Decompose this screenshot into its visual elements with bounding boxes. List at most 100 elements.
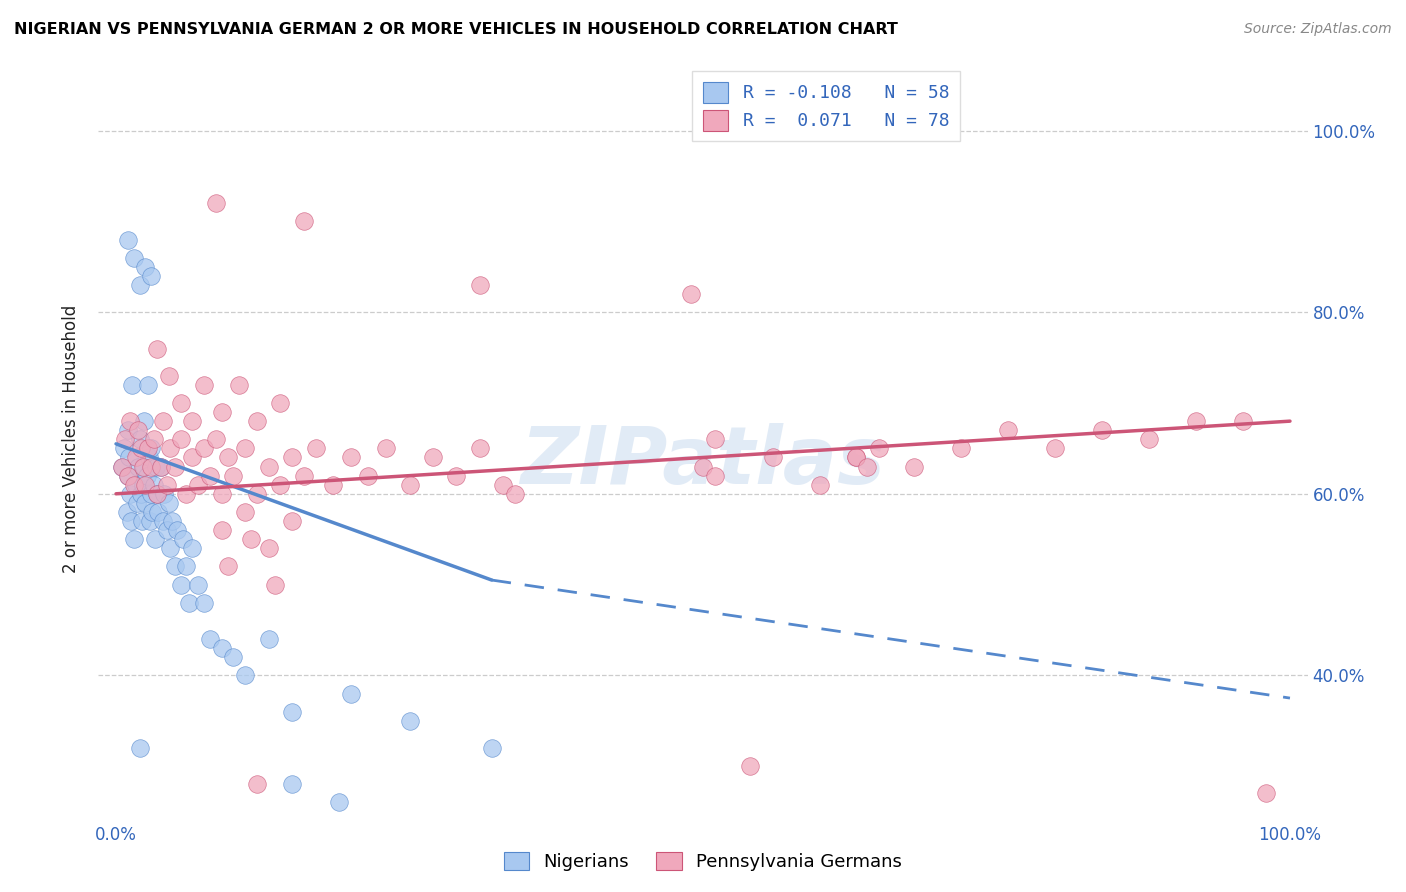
Point <box>117 468 139 483</box>
Point <box>129 442 152 456</box>
Point <box>1043 442 1066 456</box>
Point <box>159 541 181 556</box>
Point <box>257 632 280 646</box>
Point <box>149 459 172 474</box>
Point <box>129 487 152 501</box>
Point <box>1232 414 1254 428</box>
Point <box>181 541 204 556</box>
Point <box>139 514 162 528</box>
Point <box>340 450 363 465</box>
Point <box>134 414 156 428</box>
Point <box>481 741 503 756</box>
Point <box>141 459 163 474</box>
Point <box>122 532 145 546</box>
Point <box>1137 432 1160 446</box>
Legend: R = -0.108   N = 58, R =  0.071   N = 78: R = -0.108 N = 58, R = 0.071 N = 78 <box>692 70 960 142</box>
Point <box>169 432 191 446</box>
Point <box>155 523 177 537</box>
Point <box>145 459 167 474</box>
Point <box>136 377 159 392</box>
Point <box>703 432 725 446</box>
Point <box>211 523 233 537</box>
Point <box>681 287 703 301</box>
Point <box>845 450 868 465</box>
Point <box>125 477 148 491</box>
Point <box>127 459 149 474</box>
Point <box>172 532 194 546</box>
Point <box>903 459 925 474</box>
Point <box>198 468 221 483</box>
Point <box>163 559 186 574</box>
Point <box>134 496 156 510</box>
Point <box>269 477 291 491</box>
Point <box>228 377 250 392</box>
Point <box>153 487 176 501</box>
Point <box>131 514 153 528</box>
Point <box>233 505 256 519</box>
Point <box>112 442 135 456</box>
Point <box>375 442 398 456</box>
Point <box>125 450 148 465</box>
Point <box>176 487 198 501</box>
Point <box>122 251 145 265</box>
Point <box>127 496 149 510</box>
Point <box>128 432 150 446</box>
Point <box>292 468 315 483</box>
Point <box>246 777 269 791</box>
Point <box>204 432 226 446</box>
Point <box>155 477 177 491</box>
Point <box>997 423 1019 437</box>
Point <box>398 714 420 728</box>
Point <box>193 596 215 610</box>
Legend: Nigerians, Pennsylvania Germans: Nigerians, Pennsylvania Germans <box>496 845 910 879</box>
Point <box>120 487 142 501</box>
Point <box>187 577 209 591</box>
Point <box>1185 414 1208 428</box>
Point <box>121 377 143 392</box>
Point <box>269 396 291 410</box>
Point <box>808 477 831 491</box>
Point <box>281 705 304 719</box>
Point <box>146 487 169 501</box>
Point <box>263 577 285 591</box>
Y-axis label: 2 or more Vehicles in Household: 2 or more Vehicles in Household <box>62 305 80 574</box>
Text: ZIPatlas: ZIPatlas <box>520 423 886 501</box>
Point <box>141 487 163 501</box>
Point <box>193 442 215 456</box>
Point <box>217 559 239 574</box>
Point <box>136 442 159 456</box>
Point <box>120 514 142 528</box>
Point <box>211 641 233 656</box>
Point <box>181 414 204 428</box>
Point <box>141 505 163 519</box>
Point <box>152 414 174 428</box>
Point <box>149 459 172 474</box>
Point <box>135 468 157 483</box>
Point <box>211 487 233 501</box>
Point <box>222 650 245 665</box>
Point <box>169 396 191 410</box>
Point <box>132 477 155 491</box>
Point <box>292 214 315 228</box>
Point <box>143 532 166 546</box>
Point <box>187 477 209 491</box>
Point <box>159 442 181 456</box>
Text: Source: ZipAtlas.com: Source: ZipAtlas.com <box>1244 22 1392 37</box>
Point <box>181 450 204 465</box>
Point <box>233 668 256 682</box>
Point <box>117 233 139 247</box>
Point <box>322 477 344 491</box>
Point <box>157 368 180 383</box>
Point <box>328 796 350 810</box>
Point <box>281 777 304 791</box>
Point <box>134 477 156 491</box>
Point <box>169 577 191 591</box>
Point <box>141 442 163 456</box>
Point <box>868 442 890 456</box>
Point <box>281 450 304 465</box>
Point <box>146 342 169 356</box>
Point <box>117 423 139 437</box>
Point <box>132 459 155 474</box>
Point <box>257 459 280 474</box>
Point <box>257 541 280 556</box>
